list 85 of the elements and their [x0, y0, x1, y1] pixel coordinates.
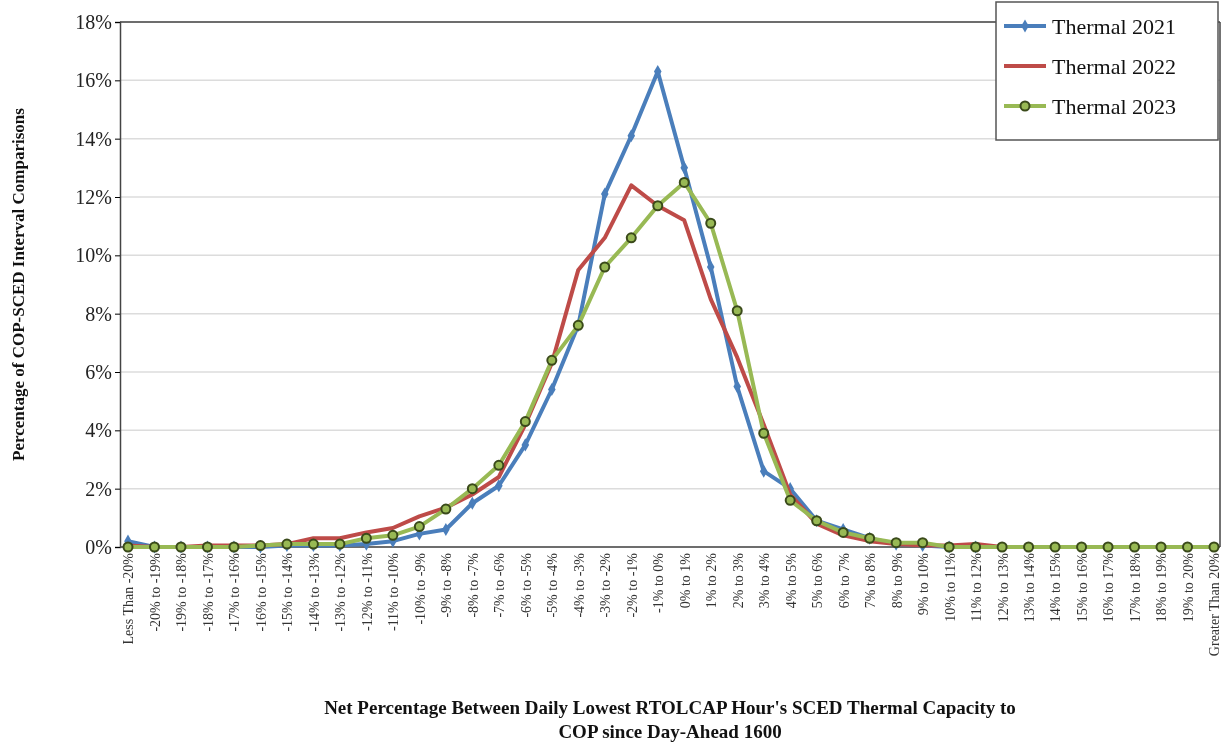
legend-label: Thermal 2022 [1052, 53, 1177, 79]
x-tick-label: 13% to 14% [1021, 552, 1037, 623]
point [519, 416, 531, 428]
x-tick-label: 8% to 9% [889, 552, 905, 609]
x-tick-label: 9% to 10% [916, 552, 932, 616]
y-tick-label: 12% [75, 185, 112, 208]
point [1155, 541, 1167, 553]
point [1076, 541, 1088, 553]
x-tick-label: -17% to -16% [227, 552, 243, 632]
x-tick-label: 15% to 16% [1074, 552, 1090, 623]
x-tick-label: Less Than -20% [121, 552, 137, 645]
point [466, 483, 478, 495]
point [360, 532, 372, 544]
point [625, 232, 637, 244]
point [996, 541, 1008, 553]
point [1129, 541, 1141, 553]
x-tick-label: -15% to -14% [280, 552, 296, 632]
x-tick-label: -2% to -1% [624, 552, 640, 618]
point [731, 305, 743, 317]
point [387, 529, 399, 541]
point [1102, 541, 1114, 553]
point [599, 261, 611, 273]
x-tick-label: -5% to -4% [545, 552, 561, 618]
legend-label: Thermal 2023 [1052, 93, 1177, 119]
x-tick-label: -1% to 0% [651, 552, 667, 613]
point [917, 537, 929, 549]
point [705, 217, 717, 229]
point [1208, 541, 1220, 553]
point [1182, 541, 1194, 553]
point [678, 176, 690, 188]
x-tick-label: -18% to -17% [200, 552, 216, 632]
x-tick-label: 19% to 20% [1180, 552, 1196, 623]
x-tick-label: 4% to 5% [783, 552, 799, 609]
x-tick-label: 14% to 15% [1048, 552, 1064, 623]
x-tick-label: -11% to -10% [386, 552, 402, 632]
point [652, 200, 664, 212]
y-tick-label: 8% [85, 302, 112, 325]
x-tick-label: -9% to -8% [439, 552, 455, 618]
x-tick-label: -6% to -5% [518, 552, 534, 618]
y-tick-label: 16% [75, 69, 112, 92]
x-tick-label: -8% to -7% [465, 552, 481, 618]
x-tick-label: -12% to -11% [359, 552, 375, 632]
x-tick-label: -13% to -12% [333, 552, 349, 632]
x-tick-label: -10% to -9% [412, 552, 428, 625]
point [413, 521, 425, 533]
point [758, 427, 770, 439]
point [784, 494, 796, 506]
point [1023, 541, 1035, 553]
y-tick-label: 4% [85, 419, 112, 442]
x-tick-label: 11% to 12% [969, 552, 985, 622]
y-tick-label: 0% [85, 535, 112, 558]
x-tick-label: 5% to 6% [810, 552, 826, 609]
x-tick-label: -20% to -19% [147, 552, 163, 632]
y-tick-label: 10% [75, 244, 112, 267]
x-tick-label: 16% to 17% [1101, 552, 1117, 623]
y-tick-label: 18% [75, 10, 112, 33]
x-tick-label: 18% to 19% [1154, 552, 1170, 623]
point [837, 526, 849, 538]
point [493, 459, 505, 471]
y-axis-title: Percentage of COP-SCED Interval Comparisons [9, 107, 28, 461]
point [440, 503, 452, 515]
x-tick-label: 2% to 3% [730, 552, 746, 609]
point [546, 354, 558, 366]
legend-label: Thermal 2021 [1052, 13, 1177, 39]
x-tick-label: -16% to -15% [253, 552, 269, 632]
x-tick-label: 6% to 7% [836, 552, 852, 609]
x-tick-label: 10% to 11% [942, 552, 958, 622]
y-tick-label: 14% [75, 127, 112, 150]
y-tick-label: 2% [85, 477, 112, 500]
x-tick-label: Greater Than 20% [1207, 552, 1223, 657]
x-tick-label: 0% to 1% [677, 552, 693, 609]
y-tick-label: 6% [85, 360, 112, 383]
x-tick-label: -14% to -13% [306, 552, 322, 632]
x-axis-title: Net Percentage Between Daily Lowest RTOLCAP Hour's SCED Thermal Capacity to COP since Day-Ahead 1600 [324, 697, 1016, 742]
x-tick-label: -19% to -18% [174, 552, 190, 632]
point [122, 541, 134, 553]
x-tick-label: -3% to -2% [598, 552, 614, 618]
x-tick-label: 1% to 2% [704, 552, 720, 609]
x-tick-label: 12% to 13% [995, 552, 1011, 623]
point [1049, 541, 1061, 553]
x-tick-label: -7% to -6% [492, 552, 508, 618]
x-tick-label: 3% to 4% [757, 552, 773, 609]
x-tick-label: 17% to 18% [1127, 552, 1143, 623]
x-tick-label: -4% to -3% [571, 552, 587, 618]
x-tick-label: 7% to 8% [863, 552, 879, 609]
